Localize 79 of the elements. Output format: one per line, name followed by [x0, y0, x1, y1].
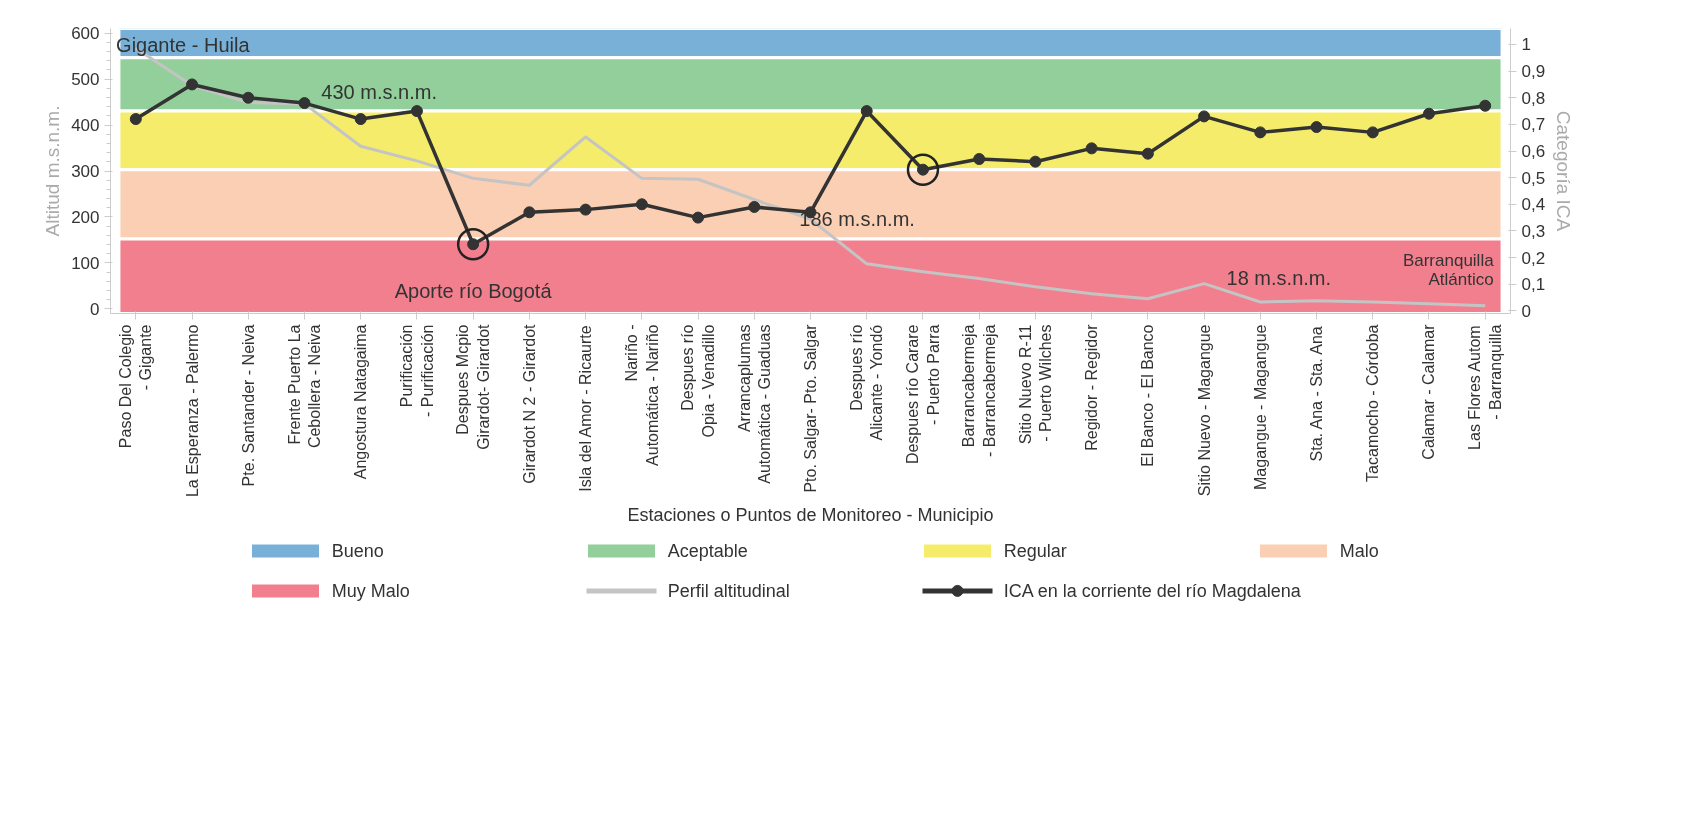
legend-label: Aceptable	[667, 540, 748, 561]
point	[1198, 110, 1211, 123]
x-tick-label: Pto. Salgar- Pto. Salgar	[802, 323, 819, 493]
x-tick-label: Las Flores Autom - Barranquilla	[1466, 324, 1504, 450]
point	[523, 206, 536, 219]
point	[579, 203, 592, 216]
x-tick-label: El Banco - El Banco	[1139, 324, 1157, 467]
point	[1366, 126, 1379, 139]
point	[748, 200, 761, 213]
x-tick-label: Magangue - Magangue	[1251, 324, 1269, 490]
y2-tick-label: 0,4	[1521, 195, 1546, 215]
y-tick-label: 600	[71, 24, 100, 44]
y-tick-label: 200	[71, 207, 100, 227]
legend-label: Muy Malo	[331, 580, 410, 601]
x-tick-label: Calamar - Calamar	[1420, 323, 1438, 460]
x-tick-label: Despues río Alicante - Yondó	[848, 324, 886, 441]
x-tick-label: Paso Del Colegio - Gigante	[117, 324, 155, 449]
x-tick-label: Sta. Ana - Sta. Ana	[1308, 326, 1326, 462]
annotation: Aporte río Bogotá	[394, 279, 553, 302]
point	[186, 78, 199, 91]
point	[129, 113, 142, 126]
x-tick-label: Sitio Nuevo R-11 - Puerto Wilches	[1016, 324, 1055, 445]
point	[354, 113, 367, 126]
y-axis-title: Altitud m.s.n.m.	[42, 105, 64, 237]
annotation: 430 m.s.n.m.	[321, 80, 437, 103]
y-tick-label: 500	[71, 70, 100, 90]
x-tick-label: Arrancaplumas Automática - Guaduas	[735, 324, 773, 484]
y2-axis-title: Categoría ICA	[1553, 110, 1575, 232]
y2-tick-label: 0,9	[1521, 62, 1546, 82]
point	[692, 211, 705, 224]
point	[410, 105, 423, 118]
x-tick-label: Sitio Nuevo - Magangue	[1195, 324, 1213, 497]
y2-tick-label: 0,1	[1521, 275, 1546, 295]
x-tick-label: Pte. Santander - Neiva	[239, 324, 257, 487]
point	[860, 105, 873, 118]
y2-tick-label: 0,8	[1521, 88, 1546, 108]
y2-tick-label: 0	[1521, 301, 1531, 321]
x-tick-label: Isla del Amor - Ricaurte	[577, 325, 595, 492]
point	[1254, 126, 1267, 139]
point	[1029, 155, 1042, 168]
legend-label: ICA en la corriente del río Magdalena	[1003, 580, 1302, 601]
x-tick-label: Angostura Natagaima	[352, 324, 370, 480]
point	[298, 97, 311, 110]
x-tick-label: Despues río Opia - Venadillo	[679, 324, 717, 438]
y-tick-label: 100	[71, 253, 100, 273]
point	[635, 198, 648, 211]
point	[1479, 99, 1492, 112]
x-axis-title: Estaciones o Puntos de Monitoreo - Municipio	[627, 505, 994, 526]
point	[1422, 107, 1435, 120]
x-tick-label: Barrancabermeja - Barrancabermeja	[960, 324, 998, 457]
point	[1141, 147, 1154, 160]
x-tick-label: Despues río Carare - Puerto Parra	[904, 324, 942, 465]
x-tick-label: Purificación - Purificación	[398, 324, 436, 417]
legend-label: Bueno	[331, 540, 384, 561]
x-tick-label: Regidor - Regidor	[1083, 323, 1101, 451]
y-tick-label: 400	[71, 116, 100, 136]
y2-tick-label: 0,5	[1521, 168, 1546, 188]
annotation: 18 m.s.n.m.	[1226, 266, 1332, 289]
y2-tick-label: 0,2	[1521, 248, 1546, 268]
x-tick-label: La Esperanza - Palermo	[183, 324, 201, 498]
x-tick-label: Tacamocho - Córdoba	[1364, 324, 1382, 482]
y-tick-label: 0	[90, 299, 100, 319]
y2-tick-label: 0,7	[1521, 115, 1546, 135]
x-tick-label: Despues Mcpio Girardot- Girardot	[454, 323, 492, 450]
y2-tick-label: 0,6	[1521, 142, 1546, 162]
point	[1085, 142, 1098, 155]
legend-label: Perfil altitudinal	[667, 580, 790, 601]
y2-tick-label: 0,3	[1521, 221, 1546, 241]
point	[973, 153, 986, 165]
point	[1310, 121, 1323, 134]
x-tick-label: Frente Puerto La Cebollera - Neiva	[285, 324, 324, 449]
point	[242, 91, 255, 104]
y2-tick-label: 1	[1521, 35, 1531, 55]
y-tick-label: 300	[71, 162, 100, 181]
legend-label: Regular	[1003, 540, 1067, 561]
annotation: Barranquilla Atlántico	[1402, 251, 1495, 290]
x-tick-label: Nariño - Automática - Nariño	[623, 324, 661, 466]
legend-label: Malo	[1339, 540, 1379, 561]
x-tick-label: Girardot N 2 - Girardot	[520, 323, 538, 484]
